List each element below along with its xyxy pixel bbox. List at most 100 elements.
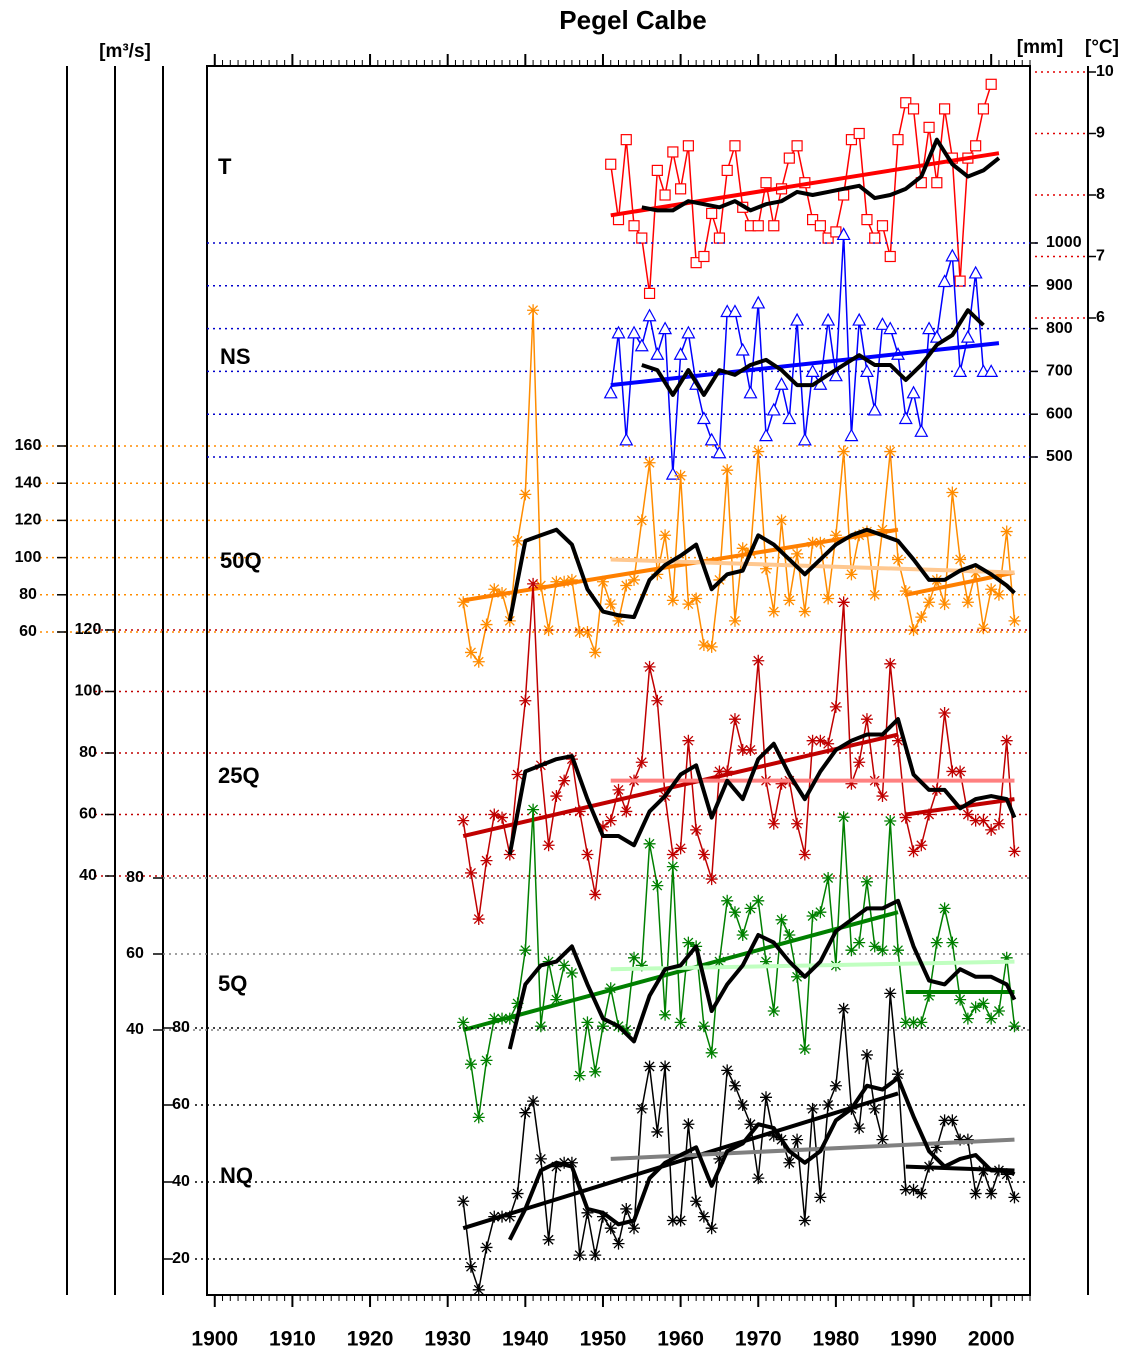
marker xyxy=(705,1046,718,1059)
plot-frame xyxy=(206,65,1031,1296)
series-line xyxy=(462,732,899,838)
marker xyxy=(829,700,842,713)
marker xyxy=(682,598,695,611)
marker xyxy=(868,588,881,601)
marker xyxy=(946,765,959,778)
marker xyxy=(527,1095,540,1108)
marker xyxy=(938,598,951,611)
marker xyxy=(635,756,648,769)
marker xyxy=(822,1099,835,1111)
marker xyxy=(721,1064,734,1077)
marker xyxy=(884,445,897,458)
marker xyxy=(783,594,796,607)
marker xyxy=(884,987,897,1000)
marker xyxy=(697,1210,710,1223)
marker xyxy=(845,777,858,790)
precip-unit: [mm] xyxy=(1017,37,1063,58)
y-tick-label: 8 xyxy=(1096,186,1105,203)
marker xyxy=(736,1099,749,1111)
marker xyxy=(1008,614,1021,627)
marker xyxy=(805,364,820,377)
marker xyxy=(464,866,477,879)
marker xyxy=(596,575,609,588)
y-tick-label: 6 xyxy=(1096,309,1105,326)
marker xyxy=(511,1187,524,1200)
marker xyxy=(611,325,626,339)
marker xyxy=(542,839,555,852)
marker xyxy=(868,940,881,953)
marker xyxy=(472,655,485,668)
marker xyxy=(923,989,936,1002)
marker xyxy=(721,164,733,176)
marker xyxy=(868,1102,881,1115)
series-line xyxy=(610,151,1000,218)
marker xyxy=(666,848,679,861)
marker xyxy=(760,1091,773,1104)
marker xyxy=(775,913,788,926)
marker xyxy=(628,951,641,964)
marker xyxy=(783,152,795,164)
marker xyxy=(892,553,905,566)
marker xyxy=(821,312,836,326)
marker xyxy=(884,815,897,827)
marker xyxy=(876,220,889,232)
y-tick-label: 120 xyxy=(75,621,102,638)
marker xyxy=(852,312,867,326)
marker xyxy=(558,959,571,972)
y-tick-label: 40 xyxy=(79,867,97,884)
marker xyxy=(791,547,804,560)
marker xyxy=(876,1133,889,1146)
marker xyxy=(766,402,781,416)
marker xyxy=(814,734,827,747)
marker xyxy=(658,321,673,335)
y-tick-label: 40 xyxy=(126,1021,144,1038)
marker xyxy=(938,902,951,915)
marker xyxy=(511,997,524,1010)
marker xyxy=(682,1118,695,1131)
marker xyxy=(752,894,765,907)
marker xyxy=(704,432,719,446)
marker xyxy=(876,523,889,536)
marker xyxy=(968,265,983,279)
marker xyxy=(690,1195,703,1208)
marker xyxy=(751,295,766,309)
x-tick-label: 1930 xyxy=(424,1328,471,1351)
marker xyxy=(1008,1020,1021,1033)
series-line xyxy=(462,910,899,1032)
y-tick-label: 1000 xyxy=(1046,234,1082,251)
marker xyxy=(791,1133,804,1146)
marker xyxy=(938,707,951,720)
x-tick-label: 1960 xyxy=(657,1328,704,1351)
series-line xyxy=(462,808,1016,1119)
panel-label: NS xyxy=(220,344,251,369)
marker xyxy=(985,1187,998,1200)
panel-label: T xyxy=(218,154,232,179)
marker xyxy=(914,424,929,437)
marker xyxy=(752,654,765,667)
marker xyxy=(519,1106,532,1119)
marker xyxy=(744,743,757,756)
y-tick-label: 900 xyxy=(1046,277,1073,294)
temp-unit: [°C] xyxy=(1085,37,1119,58)
marker xyxy=(767,1129,780,1142)
marker xyxy=(984,364,999,377)
marker xyxy=(783,929,796,941)
marker xyxy=(728,713,741,726)
marker xyxy=(899,585,912,598)
x-tick-label: 1990 xyxy=(890,1328,937,1351)
y-tick-label: 60 xyxy=(19,623,37,640)
marker xyxy=(906,385,921,399)
marker xyxy=(605,158,617,170)
y-tick-label: 7 xyxy=(1096,248,1105,265)
marker xyxy=(876,790,889,803)
marker xyxy=(774,376,789,390)
marker xyxy=(892,134,904,146)
marker xyxy=(992,817,1005,830)
marker xyxy=(743,385,758,399)
marker xyxy=(635,959,648,972)
marker xyxy=(643,456,656,469)
marker xyxy=(651,1125,664,1138)
marker xyxy=(565,573,578,586)
x-tick-label: 1940 xyxy=(502,1328,549,1351)
marker xyxy=(945,248,960,262)
